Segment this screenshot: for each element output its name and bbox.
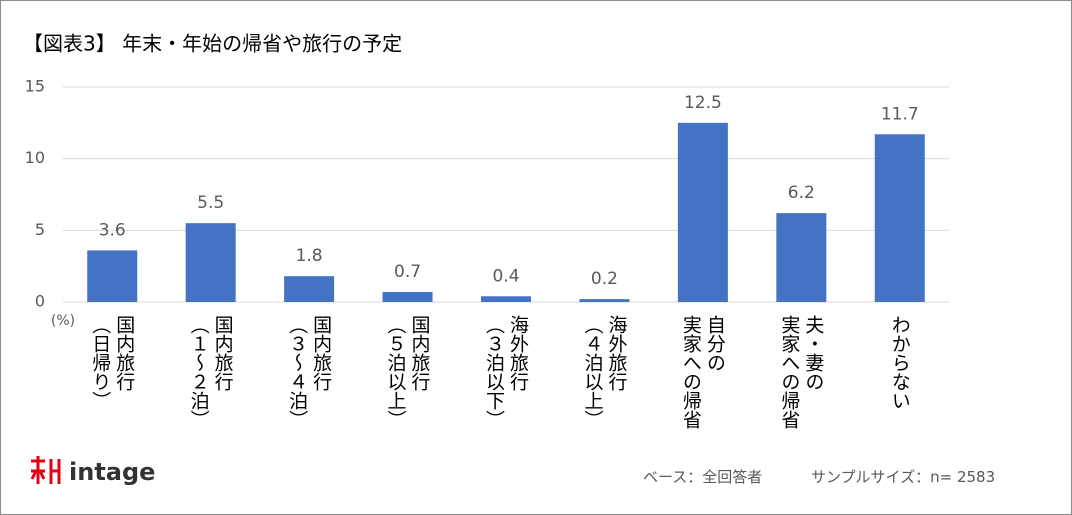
y-tick-label: 15 [25,77,45,96]
value-label: 6.2 [788,183,815,203]
value-label: 1.8 [296,246,323,266]
y-unit: (%) [51,313,75,329]
x-tick-label: 国内旅行 （日帰り） [89,315,136,410]
logo: intage [69,458,155,486]
sample-note: サンプルサイズ：n= 2583 [811,468,996,486]
value-label: 0.4 [492,266,519,286]
x-tick-label: 夫・妻の 実家への帰省 [778,315,825,429]
value-label: 12.5 [684,93,722,113]
base-note: ベース：全回答者 [643,468,763,486]
x-tick-label: 国内旅行 （５泊以上） [384,315,431,429]
value-label: 0.2 [591,269,618,289]
value-label: 5.5 [197,193,224,213]
x-tick-label: 海外旅行 （３泊以下） [483,315,529,429]
value-label: 0.7 [394,262,421,282]
bar [87,250,138,302]
x-tick-label: わからない [888,315,911,410]
value-label: 11.7 [881,104,919,124]
y-tick-label: 10 [25,148,45,167]
chart-title: 【図表3】 年末・年始の帰省や旅行の予定 [23,32,402,56]
x-tick-label: 自分の 実家への帰省 [679,315,726,429]
bar [677,122,728,302]
y-tick-label: 0 [35,292,45,311]
bar [481,296,531,302]
x-tick-label: 海外旅行 （４泊以上） [581,315,628,429]
bar [776,213,827,302]
bar [382,291,433,302]
logo-icon [30,456,61,484]
x-tick-label: 国内旅行 （３～４泊） [286,315,333,429]
x-tick-label: 国内旅行 （１～２泊） [187,315,234,429]
bar [874,134,925,302]
value-label: 3.6 [99,220,126,240]
bar [185,223,236,302]
bar [284,276,335,302]
bar [579,299,630,302]
y-tick-label: 5 [35,220,45,239]
